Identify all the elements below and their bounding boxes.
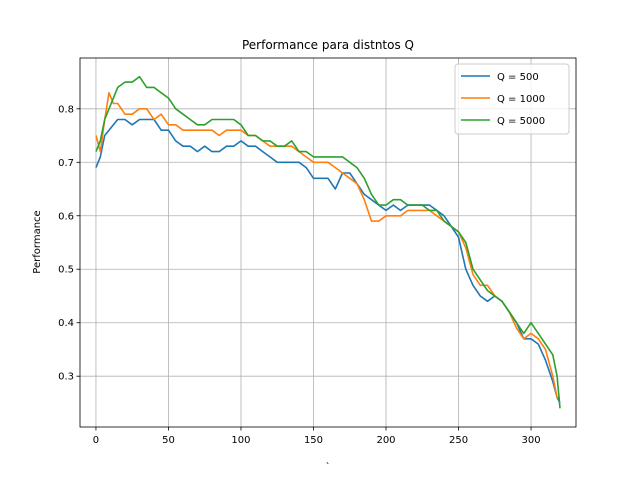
series-layer: [95, 75, 561, 409]
plot-frame: [79, 57, 577, 428]
legend-label-1: Q = 500: [497, 72, 539, 83]
x-tick-label: 200: [376, 435, 395, 446]
y-tick-label: 0.5: [58, 265, 74, 276]
legend: Q = 500 Q = 1000 Q = 5000: [454, 63, 570, 135]
x-tick-label: 0: [93, 435, 99, 446]
y-tick-label: 0.8: [58, 104, 74, 115]
legend-label-3: Q = 5000: [497, 116, 545, 127]
chart-title: Performance para distntos Q: [242, 38, 414, 52]
x-axis: 0 50 100 150 200 250 300: [93, 427, 541, 446]
y-tick-label: 0.4: [58, 318, 74, 329]
x-tick-label: 300: [521, 435, 540, 446]
series-line-1: [95, 118, 561, 404]
legend-box: [454, 63, 570, 135]
y-axis: 0.3 0.4 0.5 0.6 0.7 0.8: [58, 104, 80, 383]
series-line-2: [95, 92, 560, 399]
x-axis-label: `: [326, 461, 331, 473]
x-tick-label: 150: [304, 435, 323, 446]
grid-lines: [80, 58, 576, 427]
x-tick-label: 50: [162, 435, 175, 446]
x-tick-label: 250: [449, 435, 468, 446]
y-tick-label: 0.7: [58, 158, 74, 169]
legend-label-2: Q = 1000: [497, 94, 545, 105]
x-tick-label: 100: [231, 435, 250, 446]
y-tick-label: 0.6: [58, 211, 74, 222]
y-axis-label: Performance: [32, 210, 43, 273]
y-tick-label: 0.3: [58, 372, 74, 383]
series-line-3: [95, 75, 561, 409]
